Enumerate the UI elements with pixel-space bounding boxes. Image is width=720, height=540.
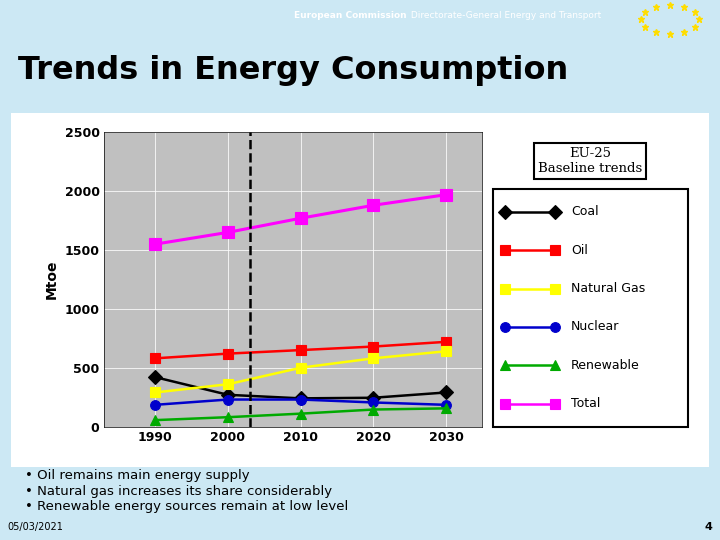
Text: Renewable: Renewable: [571, 359, 639, 372]
Text: EU-25
Baseline trends: EU-25 Baseline trends: [539, 147, 642, 174]
Text: Total: Total: [571, 397, 600, 410]
Y-axis label: Mtoe: Mtoe: [45, 260, 59, 299]
Text: • Oil remains main energy supply: • Oil remains main energy supply: [24, 469, 249, 482]
Text: Nuclear: Nuclear: [571, 320, 619, 334]
Text: • Natural gas increases its share considerably: • Natural gas increases its share consid…: [24, 485, 332, 498]
Text: • Renewable energy sources remain at low level: • Renewable energy sources remain at low…: [24, 501, 348, 514]
Text: Oil: Oil: [571, 244, 588, 257]
Text: European Commission: European Commission: [294, 11, 407, 19]
Text: 05/03/2021: 05/03/2021: [7, 522, 63, 532]
FancyBboxPatch shape: [4, 110, 716, 471]
Text: Directorate-General Energy and Transport: Directorate-General Energy and Transport: [408, 11, 601, 19]
Text: Trends in Energy Consumption: Trends in Energy Consumption: [18, 55, 568, 86]
Text: Natural Gas: Natural Gas: [571, 282, 645, 295]
Text: Coal: Coal: [571, 206, 598, 219]
Text: 4: 4: [705, 522, 713, 532]
